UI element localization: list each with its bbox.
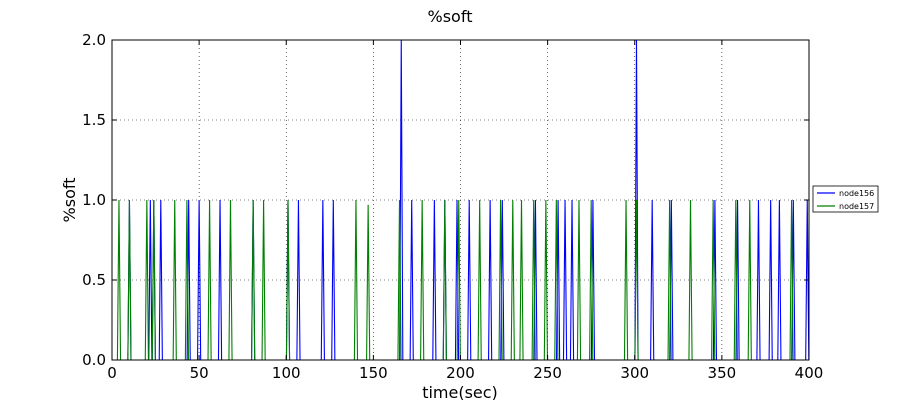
y-tick-label: 0.0 xyxy=(82,351,106,369)
series-lines xyxy=(112,39,810,361)
data-point xyxy=(172,199,177,361)
x-axis-label: time(sec) xyxy=(422,383,498,400)
data-point xyxy=(251,199,256,361)
x-tick-label: 50 xyxy=(190,364,209,382)
data-point xyxy=(569,199,575,361)
data-point xyxy=(228,199,233,361)
data-point xyxy=(151,199,156,361)
data-point xyxy=(184,199,190,361)
legend: node156 node157 xyxy=(812,185,879,213)
data-point xyxy=(498,199,503,361)
data-point xyxy=(756,199,761,361)
data-point xyxy=(562,199,568,361)
data-point xyxy=(467,199,472,361)
data-point xyxy=(116,199,122,361)
x-tick-label: 350 xyxy=(708,364,737,382)
x-tick-label: 150 xyxy=(359,364,388,382)
data-point xyxy=(320,199,325,361)
y-tick-label: 1.5 xyxy=(82,111,106,129)
x-tick-label: 100 xyxy=(272,364,301,382)
data-point xyxy=(519,199,524,361)
x-tick-label: 300 xyxy=(620,364,649,382)
data-point xyxy=(623,199,629,361)
data-point xyxy=(366,204,371,361)
data-point xyxy=(733,199,738,361)
data-point xyxy=(554,199,559,361)
data-point xyxy=(397,199,402,361)
data-point xyxy=(789,199,794,361)
data-point xyxy=(711,199,716,361)
data-point xyxy=(409,199,414,361)
grid xyxy=(112,40,809,360)
data-point xyxy=(531,199,536,361)
data-point xyxy=(634,199,639,361)
data-point xyxy=(477,199,482,361)
data-point xyxy=(650,199,655,361)
series-node157 xyxy=(112,199,809,361)
data-point xyxy=(667,199,672,361)
data-point xyxy=(442,199,447,361)
data-point xyxy=(197,199,202,361)
data-point xyxy=(285,199,291,361)
data-point xyxy=(296,199,301,361)
data-point xyxy=(510,199,515,361)
data-point xyxy=(353,199,359,361)
chart-title: %soft xyxy=(428,7,473,26)
data-point xyxy=(207,199,212,361)
y-tick-label: 0.5 xyxy=(82,271,106,289)
data-point xyxy=(158,199,163,361)
legend-label: node157 xyxy=(839,202,874,211)
data-point xyxy=(456,199,461,361)
x-tick-label: 250 xyxy=(533,364,562,382)
y-tick-label: 1.0 xyxy=(82,191,106,209)
data-point xyxy=(768,199,773,361)
x-tick-label: 0 xyxy=(107,364,117,382)
data-point xyxy=(148,199,153,361)
legend-label: node156 xyxy=(839,189,874,198)
y-axis-label: %soft xyxy=(60,178,79,223)
data-point xyxy=(420,199,425,361)
data-point xyxy=(261,199,266,361)
ticks: 0 50 100 150 200 250 300 350 400 0.0 0.5 1.0 1.5 2.0 xyxy=(82,31,823,382)
data-point xyxy=(777,199,782,361)
data-point xyxy=(144,199,149,361)
data-point xyxy=(127,199,132,361)
legend-box xyxy=(812,185,879,213)
data-point xyxy=(543,199,549,361)
data-point xyxy=(576,199,582,361)
x-tick-label: 400 xyxy=(795,364,824,382)
y-tick-label: 2.0 xyxy=(82,31,106,49)
data-point xyxy=(217,199,223,361)
data-point xyxy=(432,199,437,361)
data-point xyxy=(747,199,752,361)
data-point xyxy=(488,199,493,361)
data-point xyxy=(331,199,336,361)
data-point xyxy=(589,199,594,361)
x-tick-label: 200 xyxy=(446,364,475,382)
data-point xyxy=(688,199,693,361)
